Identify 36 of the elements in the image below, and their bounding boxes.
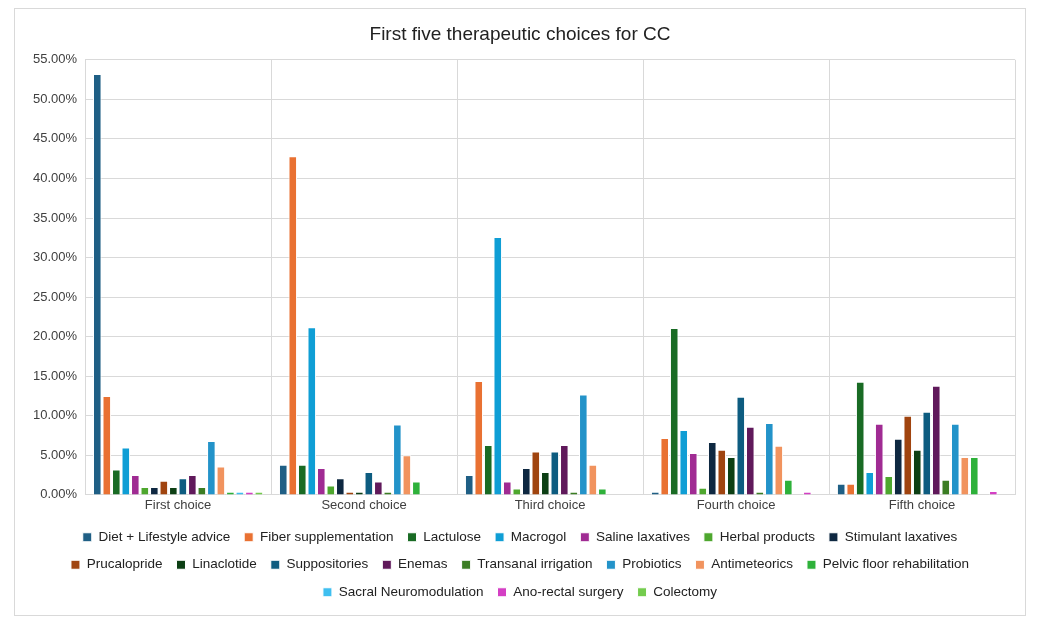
x-tick-label: Second choice [321,497,407,513]
legend-label: Diet + Lifestyle advice [98,528,231,544]
legend-label: Sacral Neuromodulation [338,583,484,599]
legend-label: Antimeteorics [711,556,794,572]
x-tick-label: Third choice [514,497,586,513]
y-tick-label: 10.00% [33,407,78,423]
legend-label: Transanal irrigation [477,556,593,572]
y-tick-label: 55.00% [33,51,78,67]
y-tick-label: 20.00% [33,328,78,344]
legend-label: Suppositories [286,556,369,572]
y-tick-label: 35.00% [33,209,78,225]
y-tick-label: 5.00% [40,446,78,462]
legend-label: Linaclotide [192,556,257,572]
legend-label: Lactulose [423,528,482,544]
y-tick-label: 0.00% [40,486,78,502]
legend-label: Saline laxatives [596,528,691,544]
legend-label: Pelvic floor rehabilitation [822,556,970,572]
chart-title: First five therapeutic choices for CC [369,22,671,44]
legend-label: Macrogol [510,528,567,544]
y-tick-label: 25.00% [33,288,78,304]
x-tick-label: First choice [144,497,212,513]
legend-label: Colectomy [653,583,718,599]
legend-label: Probiotics [622,556,682,572]
legend-label: Ano-rectal surgery [513,583,624,599]
y-tick-label: 15.00% [33,367,78,383]
x-tick-label: Fourth choice [696,497,776,513]
legend-label: Prucalopride [86,556,163,572]
y-tick-label: 45.00% [33,130,78,146]
legend-label: Enemas [398,556,448,572]
y-tick-label: 30.00% [33,249,78,265]
legend-label: Stimulant laxatives [844,528,958,544]
y-tick-label: 50.00% [33,90,78,106]
legend-label: Herbal products [719,528,816,544]
legend-label: Fiber supplementation [259,528,394,544]
x-tick-label: Fifth choice [888,497,956,513]
y-tick-label: 40.00% [33,170,78,186]
